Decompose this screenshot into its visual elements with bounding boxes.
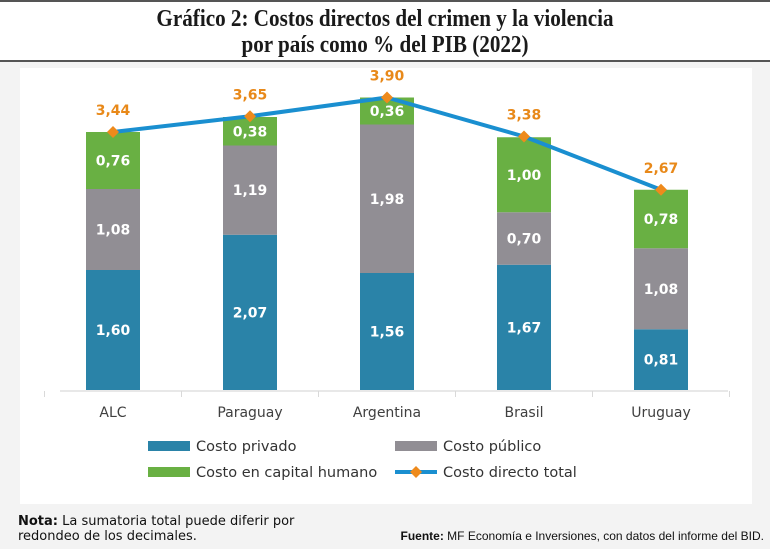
footnote: Nota: La sumatoria total puede diferir p… — [18, 514, 348, 544]
legend-swatch-publico — [395, 441, 437, 451]
bar-segment-publico — [360, 124, 414, 273]
bar-segment-privado — [634, 329, 688, 390]
bar-value-label: 0,76 — [96, 154, 131, 170]
total-marker — [518, 130, 530, 143]
bar-segment-publico — [634, 248, 688, 330]
bar-value-label: 1,98 — [370, 192, 405, 208]
x-tick-label: Uruguay — [631, 405, 691, 421]
bar-value-label: 1,19 — [233, 183, 268, 199]
legend-swatch-capital — [148, 467, 190, 477]
chart-panel: 1,60 1,08 0,76 2,07 1,19 0,38 1,56 1,98 0,36 1,67… — [20, 68, 752, 504]
bar-value-label: 2,07 — [233, 305, 268, 321]
chart-title-line-2: por país como % del PIB (2022) — [241, 32, 529, 58]
bar-value-label: 1,67 — [507, 320, 542, 336]
legend-marker-swatch — [410, 466, 422, 478]
legend-label: Costo privado — [196, 439, 297, 455]
total-marker — [381, 91, 393, 104]
bar-segment-capital — [86, 132, 140, 189]
bar-segment-publico — [223, 145, 277, 235]
x-tick-label: ALC — [99, 405, 126, 421]
source-label: Fuente: — [400, 529, 444, 543]
bar-segment-privado — [86, 270, 140, 390]
source-credit: Fuente: MF Economía e Inversiones, con d… — [401, 529, 765, 543]
note-text: La sumatoria total puede diferir por red… — [18, 514, 295, 544]
x-axis: ALC Paraguay Argentina Brasil Uruguay — [44, 390, 730, 421]
total-value-label: 2,67 — [644, 161, 679, 177]
chart-title-line-1: Gráfico 2: Costos directos del crimen y … — [156, 6, 614, 32]
bar-value-label: 1,08 — [644, 282, 679, 298]
bars-group: 1,60 1,08 0,76 2,07 1,19 0,38 1,56 1,98 0,36 1,67… — [86, 97, 688, 390]
total-value-label: 3,44 — [96, 103, 131, 119]
total-value-label: 3,90 — [370, 69, 405, 85]
bar-segment-publico — [86, 189, 140, 270]
bar-segment-publico — [497, 212, 551, 265]
bar-value-label: 1,56 — [370, 325, 405, 341]
source-text: MF Economía e Inversiones, con datos del… — [443, 529, 764, 543]
chart-title: Gráfico 2: Costos directos del crimen y … — [0, 0, 770, 62]
bar-value-label: 1,60 — [96, 323, 131, 339]
x-tick-label: Paraguay — [217, 405, 282, 421]
stacked-bar-chart: 1,60 1,08 0,76 2,07 1,19 0,38 1,56 1,98 0,36 1,67… — [44, 69, 730, 481]
bar-value-label: 0,36 — [370, 104, 405, 120]
legend-label: Costo directo total — [443, 465, 577, 481]
bar-segment-privado — [360, 273, 414, 390]
bar-value-label: 0,70 — [507, 232, 542, 248]
legend: Costo privado Costo público Costo en capit… — [148, 439, 577, 481]
bar-value-label: 0,78 — [644, 212, 679, 228]
bar-segment-capital — [497, 137, 551, 213]
x-tick-label: Brasil — [504, 405, 543, 421]
bar-segment-privado — [497, 264, 551, 390]
total-value-label: 3,38 — [507, 108, 542, 124]
bar-value-label: 1,08 — [96, 223, 131, 239]
bar-value-label: 0,81 — [644, 353, 679, 369]
legend-label: Costo en capital humano — [196, 465, 377, 481]
total-marker — [655, 183, 667, 196]
bar-segment-privado — [223, 234, 277, 390]
bar-segment-capital — [634, 189, 688, 249]
legend-swatch-privado — [148, 441, 190, 451]
legend-label: Costo público — [443, 439, 541, 455]
total-marker — [244, 110, 256, 123]
note-label: Nota: — [18, 514, 58, 529]
x-tick-label: Argentina — [353, 405, 421, 421]
total-marker — [107, 126, 119, 138]
bar-value-label: 1,00 — [507, 168, 542, 184]
total-value-label: 3,65 — [233, 87, 268, 103]
bar-value-label: 0,38 — [233, 124, 268, 140]
total-line-group: 3,44 3,65 3,90 3,38 2,67 — [96, 69, 679, 196]
